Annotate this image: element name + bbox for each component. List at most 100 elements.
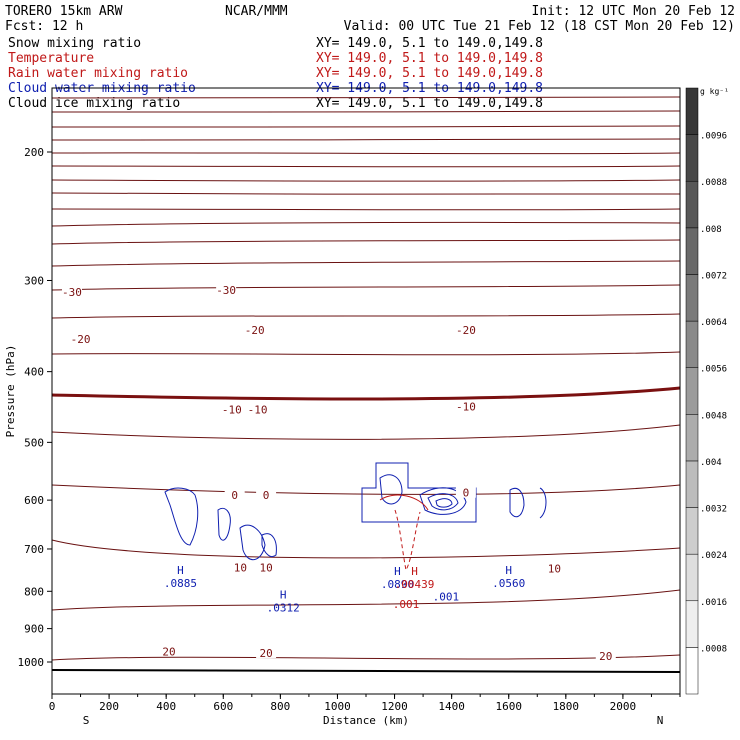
max-marker: H [394, 565, 401, 578]
colorbar-level-label: .0024 [700, 551, 727, 561]
colorbar-swatch [685, 320, 699, 368]
colorbar-level-label: .008 [700, 225, 722, 235]
temperature-label: -30 [216, 284, 236, 297]
max-value: .001 [433, 590, 460, 603]
field-xy: XY= 149.0, 5.1 to 149.0,149.8 [316, 51, 543, 66]
y-axis-title: Pressure (hPa) [4, 345, 17, 438]
temperature-label: -20 [71, 333, 91, 346]
temperature-label-bg [455, 486, 476, 498]
colorbar-level-label: .004 [700, 458, 722, 468]
field-name: Cloud ice mixing ratio [8, 96, 180, 111]
temperature-label: 20 [259, 647, 272, 660]
contour-line [51, 239, 681, 245]
field-xy: XY= 149.0, 5.1 to 149.0,149.8 [316, 66, 543, 81]
cloud-contour [539, 487, 547, 519]
temperature-label: -20 [245, 324, 265, 337]
temperature-label: 10 [548, 563, 561, 576]
cloud-contour [419, 487, 467, 515]
x-tick-label: 1400 [438, 700, 465, 713]
temperature-label-bg [224, 488, 245, 500]
rain-marker: H [411, 565, 418, 578]
rain-contour [379, 494, 429, 511]
isentrope-contours [51, 96, 681, 673]
temperature-label-bg [244, 324, 265, 336]
field-legend: Snow mixing ratio XY= 149.0, 5.1 to 149.… [8, 36, 543, 111]
colorbar-level-label: .0072 [700, 271, 727, 281]
y-tick-label: 800 [24, 585, 44, 598]
contour-line [51, 260, 681, 267]
max-marker: H [280, 588, 287, 601]
model-title: TORERO 15km ARW [5, 4, 123, 19]
contour-line [51, 484, 681, 495]
rain-value: .001 [393, 598, 420, 611]
cloud-contour [379, 474, 403, 505]
field-name: Temperature [8, 51, 94, 66]
colorbar-level-label: .0016 [700, 598, 727, 608]
temperature-label: 0 [463, 487, 470, 500]
contour-line [51, 386, 681, 401]
contour-line [51, 165, 681, 168]
y-tick-label: 400 [24, 366, 44, 379]
contour-line [51, 351, 681, 356]
contour-line [51, 138, 681, 141]
y-tick-label: 1000 [18, 656, 45, 669]
temperature-label-bg [455, 324, 476, 336]
temperature-label: 20 [599, 650, 612, 663]
contour-line [51, 125, 681, 128]
temperature-label: 10 [259, 562, 272, 575]
forecast-hour: Fcst: 12 h [5, 19, 83, 34]
cloud-contour [239, 524, 266, 560]
field-xy: XY= 149.0, 5.1 to 149.0,149.8 [316, 96, 543, 111]
colorbar-level-label: .0088 [700, 178, 727, 188]
contour-line [51, 654, 681, 661]
temperature-label: -10 [456, 401, 476, 414]
contour-line [51, 313, 681, 319]
x-tick-label: 2000 [610, 700, 637, 713]
colorbar-level-label: .0032 [700, 505, 727, 515]
y-tick-label: 700 [24, 543, 44, 556]
y-tick-label: 900 [24, 623, 44, 636]
x-axis-title: Distance (km) [323, 714, 409, 727]
max-value: .0312 [267, 601, 300, 614]
colorbar-level-label: .0008 [700, 644, 727, 654]
temperature-label-bg [256, 488, 277, 500]
cloud-contour [509, 487, 525, 518]
max-value: .0560 [492, 577, 525, 590]
temperature-labels: -30 -30 -20 -20 -20 -10 -10 -10 0 0 0 10 10 10 20 20 20 [61, 283, 616, 663]
colorbar-swatch [685, 87, 699, 135]
temperature-label: 20 [162, 645, 175, 658]
colorbar-level-label: .0048 [700, 411, 727, 421]
temperature-label-bg [455, 400, 476, 412]
colorbar-swatch [685, 227, 699, 275]
south-label: S [83, 714, 90, 727]
valid-time: Valid: 00 UTC Tue 21 Feb 12 (18 CST Mon … [344, 19, 735, 34]
contour-line [51, 110, 681, 113]
rain-water-contours [379, 494, 429, 572]
cloud-contour [261, 533, 277, 558]
colorbar-swatch [685, 553, 699, 602]
cloud-contour [361, 462, 477, 523]
cloud-contour [217, 507, 231, 541]
field-name: Rain water mixing ratio [8, 66, 188, 81]
colorbar-swatch [685, 647, 699, 695]
temperature-label-bg [256, 561, 277, 573]
contour-line [51, 179, 681, 182]
contour-line [51, 152, 681, 155]
cloud-water-contours [164, 462, 547, 560]
colorbar-level-label: .0064 [700, 318, 727, 328]
y-tick-label: 500 [24, 436, 44, 449]
temperature-label-bg [159, 645, 180, 657]
rain-contour [394, 509, 421, 572]
contour-line [51, 539, 681, 559]
field-xy: XY= 149.0, 5.1 to 149.0,149.8 [316, 36, 543, 51]
colorbar-swatch [685, 507, 699, 555]
temperature-label-bg [230, 561, 251, 573]
colorbar-swatch [685, 414, 699, 462]
temperature-label: 0 [263, 489, 270, 502]
colorbar-swatch [685, 600, 699, 648]
colorbar: .0008 .0016 .0024 .0032 .004 .0048 .0056 .0064.… [685, 87, 727, 695]
temperature-label: -10 [248, 403, 268, 416]
y-axis: 200 300 400 500 600 700 800 900 1000 [18, 146, 52, 669]
